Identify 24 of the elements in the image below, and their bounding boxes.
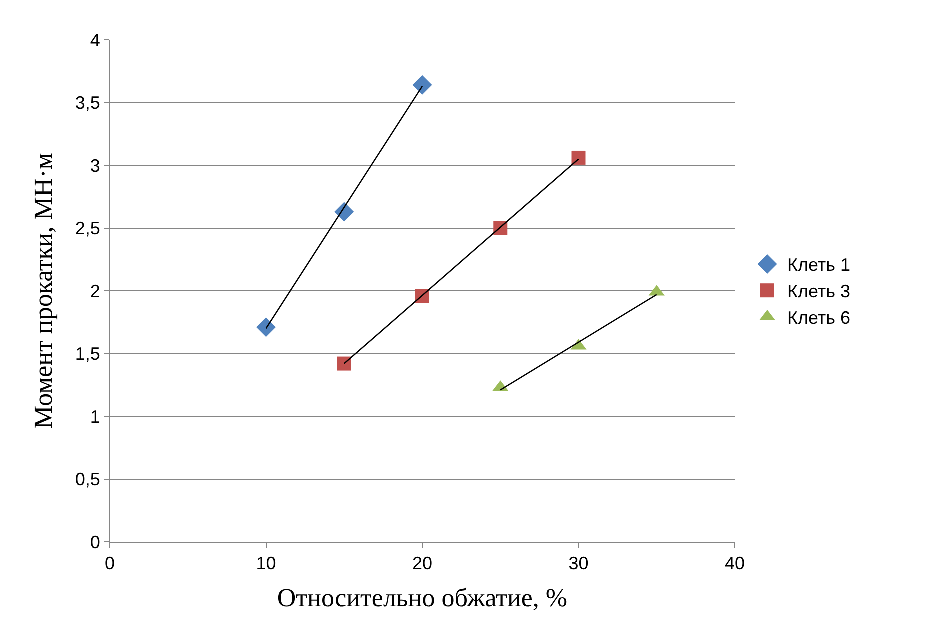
- y-tick-label: 0,5: [75, 470, 100, 490]
- x-tick-label: 40: [724, 554, 746, 574]
- y-tick-label: 2,5: [75, 218, 100, 239]
- point: [412, 75, 432, 95]
- y-tick-label: 1,5: [75, 344, 100, 364]
- y-tick-label: 0: [90, 532, 100, 552]
- legend-label: Клеть 6: [788, 308, 851, 328]
- point: [337, 356, 352, 371]
- y-tick-label: 3: [90, 156, 100, 176]
- y-tick-label: 1: [90, 406, 100, 427]
- point: [334, 202, 354, 222]
- y-tick-label: 4: [90, 30, 100, 50]
- y-tick-label: 2: [90, 281, 100, 302]
- y-axis-title: Момент прокатки, МН·м: [28, 153, 58, 429]
- legend-label: Клеть 1: [788, 255, 851, 276]
- x-axis-title: Относительно обжатие, %: [277, 583, 568, 612]
- legend-label: Клеть 3: [788, 282, 851, 302]
- x-tick-label: 10: [256, 554, 276, 574]
- y-tick-label: 3,5: [75, 93, 100, 114]
- point: [572, 150, 586, 165]
- x-tick-label: 0: [104, 554, 116, 574]
- point: [256, 318, 276, 338]
- x-tick-label: 20: [412, 554, 433, 574]
- x-tick-label: 30: [568, 554, 589, 574]
